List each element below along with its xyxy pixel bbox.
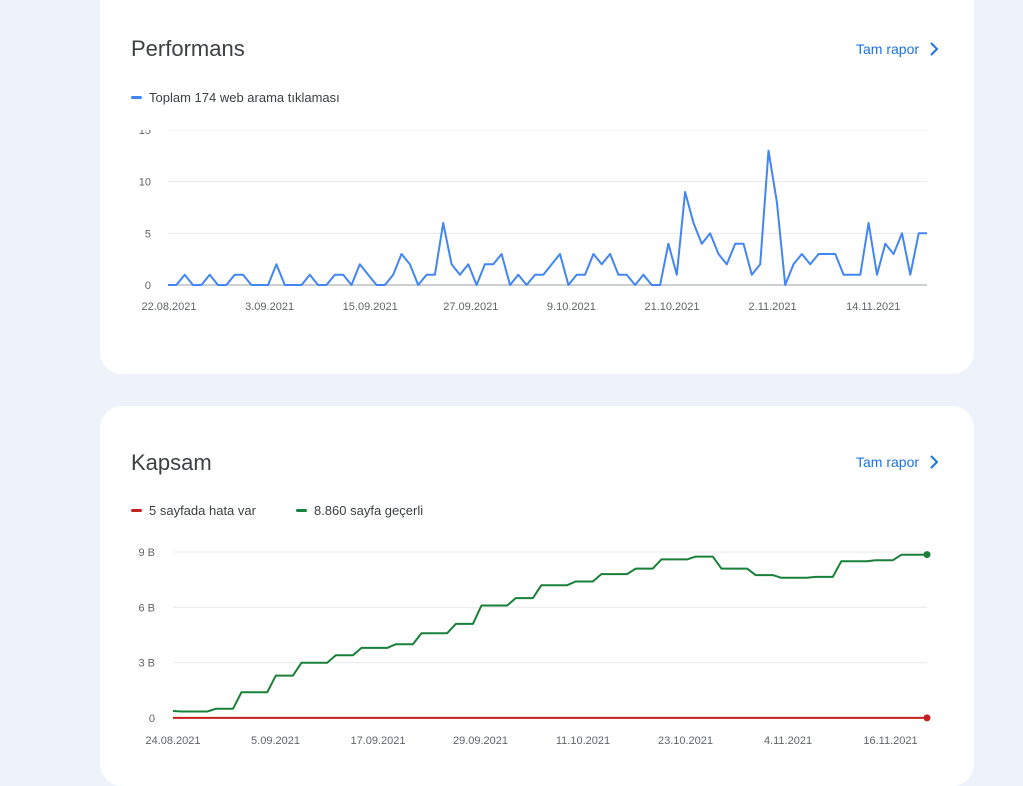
- x-tick-label: 3.09.2021: [245, 301, 294, 313]
- series-end-point-0[interactable]: [923, 714, 931, 722]
- performance-full-report-label[interactable]: Tam rapor: [856, 41, 920, 57]
- legend-swatch-valid: [295, 509, 307, 512]
- x-tick-label: 21.10.2021: [644, 301, 699, 313]
- x-tick-label: 22.08.2021: [141, 301, 196, 313]
- legend-item-errors[interactable]: 5 sayfada hata var: [131, 503, 256, 518]
- legend-label-clicks: Toplam 174 web arama tıklaması: [149, 90, 340, 105]
- coverage-legend: 5 sayfada hata var 8.860 sayfa geçerli: [131, 503, 463, 518]
- coverage-card: Kapsam Tam rapor 5 sayfada hata var 8.86…: [100, 406, 974, 786]
- legend-label-errors: 5 sayfada hata var: [149, 503, 256, 518]
- x-tick-label: 23.10.2021: [658, 735, 713, 747]
- legend-item-valid[interactable]: 8.860 sayfa geçerli: [295, 503, 424, 518]
- legend-item-clicks: Toplam 174 web arama tıklaması: [131, 90, 340, 105]
- legend-swatch-clicks: [131, 96, 142, 99]
- y-tick-label: 6 B: [138, 602, 155, 614]
- y-tick-label: 0: [149, 713, 155, 725]
- x-tick-label: 24.08.2021: [145, 735, 200, 747]
- x-tick-label: 17.09.2021: [350, 735, 405, 747]
- x-tick-label: 14.11.2021: [846, 301, 900, 313]
- legend-label-valid: 8.860 sayfa geçerli: [313, 503, 424, 518]
- x-tick-label: 4.11.2021: [764, 735, 812, 747]
- y-tick-label: 10: [139, 177, 151, 189]
- chevron-right-icon[interactable]: [929, 455, 939, 469]
- series-line-1[interactable]: [172, 553, 928, 713]
- performance-full-report-link[interactable]: Tam rapor: [856, 41, 939, 57]
- performance-card: Performans Tam rapor Toplam 174 web aram…: [100, 0, 974, 374]
- y-tick-label: 9 B: [138, 547, 155, 559]
- y-tick-label: 5: [145, 228, 151, 240]
- performance-chart: 0 5 10 15 22.08.2021 3.09.2021 15.09.2021 27.09…: [139, 130, 927, 313]
- series-end-point-1[interactable]: [923, 551, 931, 559]
- performance-title: Performans: [131, 36, 245, 61]
- coverage-full-report-link[interactable]: Tam rapor: [856, 454, 939, 470]
- chevron-right-icon[interactable]: [929, 42, 939, 56]
- x-tick-label: 27.09.2021: [443, 301, 498, 313]
- coverage-chart: 0 3 B 6 B 9 B 24.08.2021 5.09.2021 17.09.2021 2…: [138, 547, 931, 747]
- y-tick-label: 3 B: [138, 658, 155, 670]
- x-tick-label: 11.10.2021: [556, 735, 610, 747]
- x-tick-label: 16.11.2021: [863, 735, 917, 747]
- x-tick-label: 29.09.2021: [453, 735, 508, 747]
- x-tick-label: 15.09.2021: [343, 301, 398, 313]
- x-tick-label: 9.10.2021: [547, 301, 596, 313]
- y-tick-label: 0: [145, 280, 151, 292]
- x-tick-label: 2.11.2021: [749, 301, 797, 313]
- series-line-0[interactable]: [168, 149, 927, 286]
- coverage-full-report-label[interactable]: Tam rapor: [856, 454, 920, 470]
- y-tick-label: 15: [139, 130, 151, 137]
- legend-swatch-errors: [131, 509, 142, 512]
- x-tick-label: 5.09.2021: [251, 735, 300, 747]
- coverage-title: Kapsam: [131, 450, 212, 475]
- performance-legend: Toplam 174 web arama tıklaması: [131, 90, 380, 105]
